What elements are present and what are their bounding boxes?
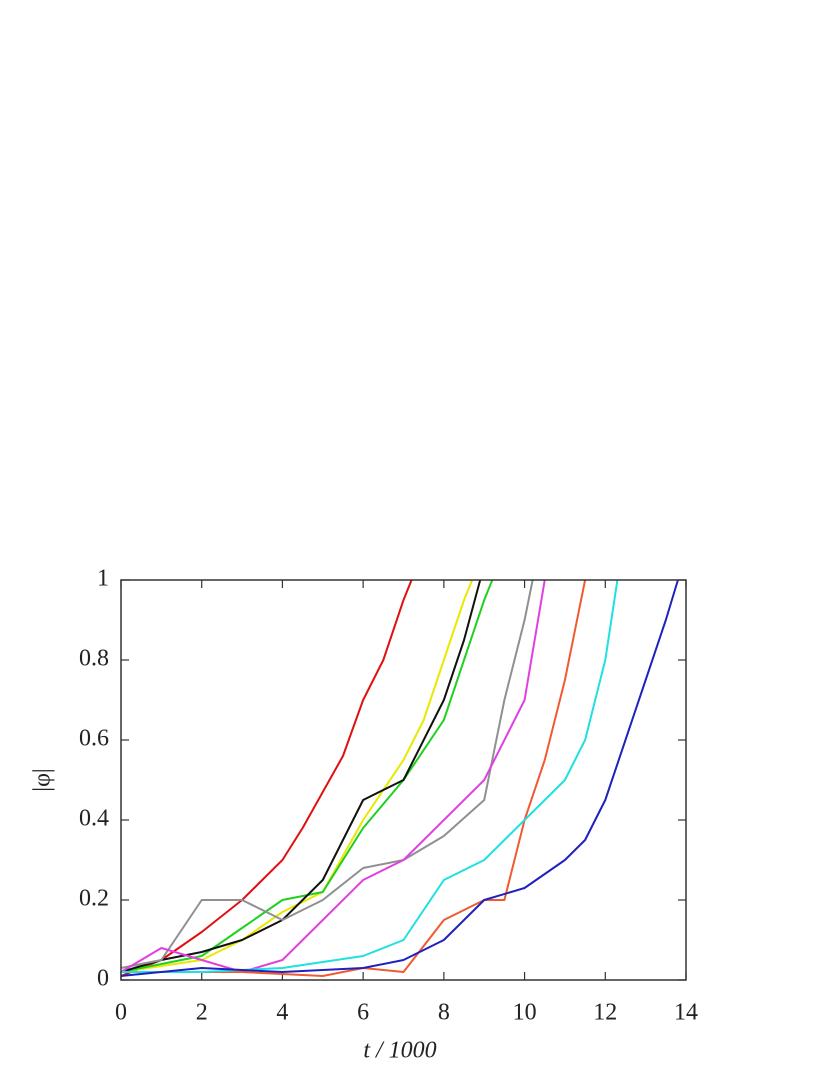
data-line	[120, 579, 679, 977]
data-line	[120, 579, 482, 973]
data-line	[120, 579, 494, 973]
data-line	[121, 579, 619, 973]
x-tick-label: 14	[674, 1000, 698, 1026]
data-line	[120, 579, 413, 977]
x-tick-label: 2	[196, 1000, 208, 1026]
y-axis-label: |φ|	[30, 768, 56, 791]
y-tick-label: 1	[97, 566, 109, 592]
x-tick-label: 6	[357, 1000, 369, 1026]
x-axis-label: t / 1000	[363, 1038, 436, 1064]
x-tick-label: 12	[593, 1000, 617, 1026]
y-tick-label: 0.2	[79, 886, 109, 912]
y-tick-label: 0.6	[79, 726, 109, 752]
data-line	[120, 579, 546, 973]
data-line	[120, 579, 534, 969]
y-tick-label: 0.4	[79, 806, 109, 832]
data-line	[120, 579, 474, 973]
y-tick-label: 0.8	[79, 646, 109, 672]
plot-frame	[120, 579, 687, 981]
x-tick-label: 8	[438, 1000, 450, 1026]
x-tick-label: 4	[276, 1000, 288, 1026]
data-line	[121, 579, 587, 977]
y-tick-label: 0	[97, 966, 109, 992]
x-tick-label: 0	[115, 1000, 127, 1026]
x-tick-label: 10	[513, 1000, 537, 1026]
